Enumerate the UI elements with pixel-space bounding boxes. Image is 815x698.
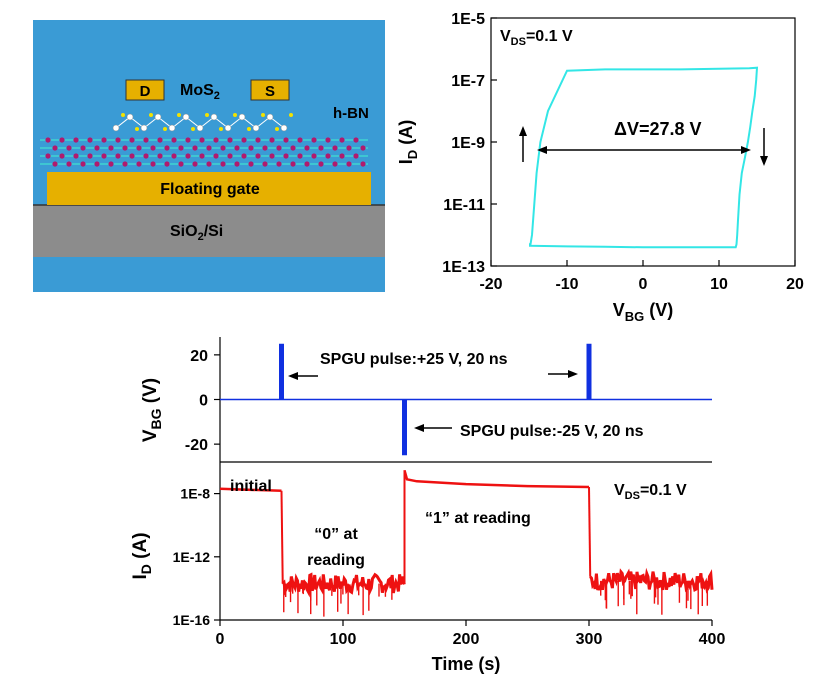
current-segment-state-1 bbox=[403, 469, 590, 585]
pulse-y-ticks: 20 0 -20 bbox=[185, 348, 220, 454]
hysteresis-chart: 1E-13 1E-11 1E-9 1E-7 1E-5 -20 -10 0 10 20 ΔV=27… bbox=[396, 11, 804, 324]
floating-gate-label: Floating gate bbox=[160, 181, 260, 198]
pulse-y-tick-label: 20 bbox=[190, 348, 208, 365]
hbn-label: h-BN bbox=[333, 105, 369, 122]
hysteresis-x-tick-label: 10 bbox=[710, 276, 728, 293]
hysteresis-curve bbox=[528, 66, 759, 249]
hbn-atom-row bbox=[40, 153, 368, 159]
current-segment-state-0 bbox=[280, 490, 406, 617]
hbn-atom-row bbox=[40, 161, 368, 167]
current-initial-label: initial bbox=[230, 478, 272, 495]
mos2-lattice bbox=[112, 113, 293, 132]
hbn-layer bbox=[40, 137, 368, 167]
hysteresis-vds-label: VDS=0.1 V bbox=[500, 28, 573, 48]
current-zero-label-line1: “0” at bbox=[314, 526, 358, 543]
current-y-tick-label: 1E-16 bbox=[173, 612, 211, 628]
current-y-axis-label: ID (A) bbox=[130, 532, 154, 579]
pulse-y-tick-label: -20 bbox=[185, 437, 208, 454]
hbn-atom-row bbox=[40, 137, 368, 143]
hysteresis-x-tick-label: 20 bbox=[786, 276, 804, 293]
pulse-negative-arrow bbox=[414, 424, 452, 432]
hysteresis-y-tick-label: 1E-7 bbox=[451, 73, 485, 90]
hbn-atom-row bbox=[40, 145, 368, 151]
hysteresis-y-axis-label: ID (A) bbox=[396, 120, 420, 164]
current-x-axis-label: Time (s) bbox=[432, 654, 501, 674]
hysteresis-x-tick-label: 0 bbox=[639, 276, 648, 293]
pulse-y-axis-label: VBG (V) bbox=[140, 378, 164, 442]
hysteresis-delta-label: ΔV=27.8 V bbox=[614, 119, 702, 139]
drain-electrode bbox=[125, 79, 165, 101]
floating-gate-layer bbox=[47, 172, 371, 205]
sweep-up-arrow bbox=[519, 126, 527, 162]
current-y-ticks: 1E-8 1E-12 1E-16 bbox=[173, 486, 220, 628]
hysteresis-plot-frame bbox=[490, 17, 796, 267]
hysteresis-delta-arrow bbox=[537, 146, 751, 154]
current-series bbox=[219, 469, 714, 617]
pulse-positive-arrow-left bbox=[288, 372, 318, 380]
pulse-positive-label: SPGU pulse:+25 V, 20 ns bbox=[320, 351, 508, 368]
current-one-label: “1” at reading bbox=[425, 510, 531, 527]
hysteresis-x-tick-label: -20 bbox=[479, 276, 502, 293]
pulse-positive-arrow-right bbox=[548, 370, 578, 378]
current-x-tick-label: 100 bbox=[330, 631, 357, 648]
current-vds-label: VDS=0.1 V bbox=[614, 482, 687, 502]
hysteresis-y-tick-label: 1E-5 bbox=[451, 11, 485, 28]
pulse-y-tick-label: 0 bbox=[199, 393, 208, 410]
current-y-tick-label: 1E-8 bbox=[180, 486, 210, 502]
hysteresis-x-ticks: -20 -10 0 10 20 bbox=[479, 260, 804, 293]
current-time-chart: 1E-8 1E-12 1E-16 0 100 200 300 400 initial “0”… bbox=[130, 462, 725, 674]
substrate-label: SiO2/Si bbox=[170, 223, 223, 243]
current-segment-state-0b bbox=[588, 487, 714, 615]
source-electrode bbox=[250, 79, 290, 101]
pulse-negative-label: SPGU pulse:-25 V, 20 ns bbox=[460, 423, 644, 440]
source-label: S bbox=[265, 83, 275, 100]
current-zero-label-line2: reading bbox=[307, 552, 365, 569]
pulse-chart: 20 0 -20 SPGU pulse:+25 V, 20 ns SPGU puls… bbox=[140, 337, 712, 463]
mos2-label: MoS2 bbox=[180, 82, 220, 102]
hysteresis-y-tick-label: 1E-13 bbox=[442, 259, 485, 276]
hysteresis-x-axis-label: VBG (V) bbox=[613, 300, 674, 324]
hysteresis-y-tick-label: 1E-11 bbox=[443, 197, 485, 214]
current-x-tick-label: 300 bbox=[576, 631, 603, 648]
hysteresis-x-tick-label: -10 bbox=[555, 276, 578, 293]
substrate-layer bbox=[33, 205, 385, 257]
hysteresis-y-tick-label: 1E-9 bbox=[451, 135, 485, 152]
current-segment-initial bbox=[219, 487, 282, 493]
drain-label: D bbox=[140, 83, 151, 100]
pulse-spikes bbox=[279, 343, 592, 456]
current-x-tick-label: 200 bbox=[453, 631, 480, 648]
current-y-tick-label: 1E-12 bbox=[173, 549, 211, 565]
current-x-tick-label: 400 bbox=[699, 631, 726, 648]
sweep-down-arrow bbox=[760, 128, 768, 166]
current-x-tick-label: 0 bbox=[216, 631, 225, 648]
mos2-layer bbox=[112, 113, 293, 132]
device-schematic: D S MoS2 h-BN Floating gate SiO2/Si bbox=[33, 20, 385, 292]
hysteresis-y-ticks: 1E-13 1E-11 1E-9 1E-7 1E-5 bbox=[442, 11, 497, 276]
current-x-ticks: 0 100 200 300 400 bbox=[216, 620, 726, 648]
